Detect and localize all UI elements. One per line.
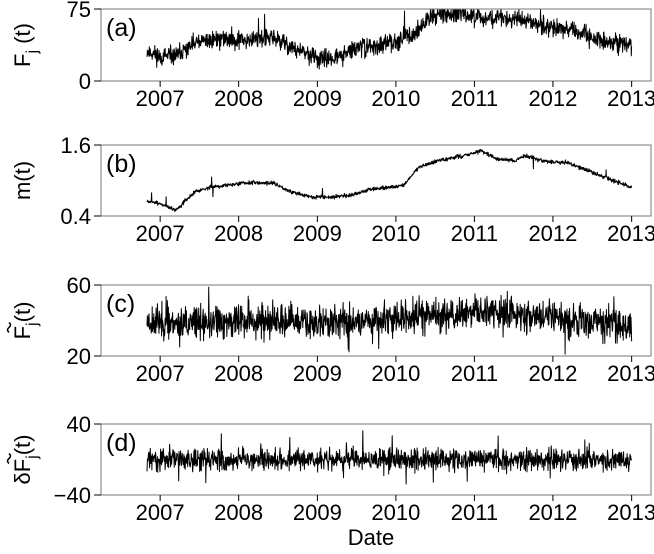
x-tick-label: 2011 [451,221,498,246]
x-tick-label: 2013 [607,86,654,111]
y-tick-label: 60 [67,273,91,298]
y-tick-label: 20 [67,344,91,369]
x-tick-label: 2009 [293,361,342,386]
chart-panel-d: (d) −40 40 2007 2008 2009 2010 2011 2012 2013 δFj(… [6,412,654,525]
y-axis-title: Fj(t) [10,302,41,340]
x-tick-label: 2009 [293,221,342,246]
x-tick-label: 2008 [214,86,263,111]
panel-label: (b) [106,150,137,178]
x-axis-title: Date [348,525,394,550]
x-tick-label: 2012 [528,361,577,386]
y-tick-label: 0 [79,69,91,94]
panel-label: (c) [106,290,135,318]
x-tick-label: 2007 [136,86,185,111]
y-tick-label: 1.6 [60,133,91,158]
series-line-a-0 [146,8,633,70]
x-tick-label: 2011 [451,86,498,111]
x-tick-label: 2007 [136,361,185,386]
x-tick-label: 2007 [136,221,185,246]
x-tick-label: 2011 [451,361,498,386]
y-axis-title: Fj (t) [10,23,41,67]
tilde-accent [6,321,12,333]
chart-panel-c: (c) 20 60 2007 2008 2009 2010 2011 2012 2013 Fj(t) [6,273,654,386]
tilde-accent [6,452,12,465]
x-tick-label: 2013 [607,500,654,525]
x-tick-label: 2010 [371,500,420,525]
x-tick-label: 2008 [214,500,263,525]
x-tick-label: 2009 [293,500,342,525]
x-tick-label: 2008 [214,361,263,386]
y-axis-title: m(t) [10,161,35,200]
y-tick-label: 0.4 [60,204,91,229]
chart-panel-b: (b) 0.4 1.6 2007 2008 2009 2010 2011 2012 2013 m(t… [10,133,654,246]
x-tick-label: 2012 [528,500,577,525]
x-tick-label: 2011 [451,500,498,525]
x-tick-label: 2012 [528,221,577,246]
x-tick-label: 2010 [371,86,420,111]
y-tick-label: −40 [54,483,91,508]
series-line-b-0 [146,148,633,212]
x-tick-label: 2007 [136,500,185,525]
y-axis-title: δFj(t) [10,434,41,484]
y-tick-label: 40 [67,412,91,437]
plot-frame [100,423,652,496]
x-tick-label: 2008 [214,221,263,246]
panel-label: (d) [106,429,137,457]
series-line-d-0 [146,430,633,485]
x-tick-label: 2013 [607,361,654,386]
panel-label: (a) [106,14,137,42]
plot-frame [100,284,652,357]
plot-frame [100,8,652,82]
x-tick-label: 2012 [528,86,577,111]
x-tick-label: 2010 [371,221,420,246]
y-tick-label: 75 [67,0,91,22]
series-line-c-0 [146,286,633,355]
chart-panel-a: (a) 0 75 2007 2008 2009 2010 2011 2012 2013 Fj (t) [10,0,654,111]
x-tick-label: 2013 [607,221,654,246]
x-tick-label: 2010 [371,361,420,386]
x-tick-label: 2009 [293,86,342,111]
plot-frame [100,144,652,217]
